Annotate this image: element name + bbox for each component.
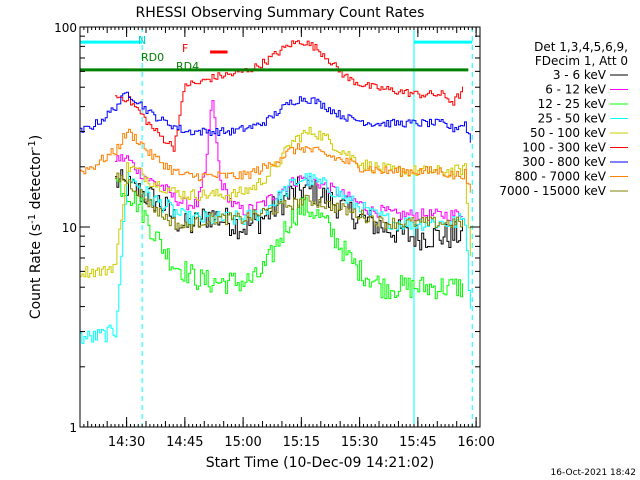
status-bars <box>80 40 473 72</box>
x-tick-label: 16:00 <box>457 435 494 450</box>
y-axis-ticks: 1 10 100 <box>54 21 480 435</box>
flare-label: F <box>182 42 188 55</box>
rd4-label: RD4 <box>176 60 199 73</box>
rd0-label: RD0 <box>141 51 164 64</box>
series-line <box>115 100 463 222</box>
series-line <box>80 128 471 193</box>
y-axis-label-superscript: -1 <box>27 214 38 224</box>
y-axis-label: Count Rate (s-1 detector-1) <box>27 135 44 319</box>
y-axis-label-main: Count Rate (s <box>28 224 44 319</box>
plot-area: 1 10 100 14:30 14:45 15:00 15:15 15:30 15:45 16:… <box>54 21 495 450</box>
series-line <box>115 178 463 300</box>
legend-entry-label: 50 - 100 keV <box>530 126 607 140</box>
series-line <box>115 172 463 232</box>
series-line <box>80 91 471 143</box>
series-line <box>115 40 463 152</box>
chart-title: RHESSI Observing Summary Count Rates <box>136 5 425 21</box>
night-label: N <box>138 34 146 47</box>
x-tick-label: 14:45 <box>166 435 203 450</box>
legend-entry-label: 12 - 25 keV <box>538 97 607 111</box>
x-tick-label: 14:30 <box>108 435 145 450</box>
legend-header-line-2: FDecim 1, Att 0 <box>535 54 628 68</box>
x-tick-label: 15:00 <box>224 435 261 450</box>
series-line <box>80 172 471 344</box>
x-tick-label: 15:45 <box>399 435 436 450</box>
y-axis-label-unit: detector <box>28 150 44 214</box>
x-axis-label: Start Time (10-Dec-09 14:21:02) <box>206 455 434 471</box>
y-tick-label: 100 <box>54 21 77 35</box>
y-tick-label: 10 <box>62 221 77 235</box>
generated-timestamp: 16-Oct-2021 18:42 <box>551 468 636 478</box>
legend-entry-label: 100 - 300 keV <box>522 141 606 155</box>
series-layer <box>80 40 471 344</box>
legend-entry-label: 6 - 12 keV <box>545 83 607 97</box>
y-axis-label-superscript-2: -1 <box>27 140 38 150</box>
legend-entry-label: 300 - 800 keV <box>522 155 606 169</box>
legend-header-line-1: Det 1,3,4,5,6,9, <box>534 40 628 54</box>
y-tick-label: 1 <box>69 421 77 435</box>
legend: Det 1,3,4,5,6,9, FDecim 1, Att 0 3 - 6 k… <box>499 40 628 198</box>
legend-entry-label: 800 - 7000 keV <box>515 170 607 184</box>
legend-entry-label: 7000 - 15000 keV <box>499 184 606 198</box>
x-axis-ticks: 14:30 14:45 15:00 15:15 15:30 15:45 16:00 <box>79 27 495 450</box>
series-line <box>80 126 471 278</box>
legend-entry-label: 25 - 50 keV <box>538 112 607 126</box>
legend-entry-label: 3 - 6 keV <box>553 68 607 82</box>
x-tick-label: 15:30 <box>341 435 378 450</box>
x-tick-label: 15:15 <box>283 435 320 450</box>
y-axis-label-close: ) <box>28 135 44 140</box>
